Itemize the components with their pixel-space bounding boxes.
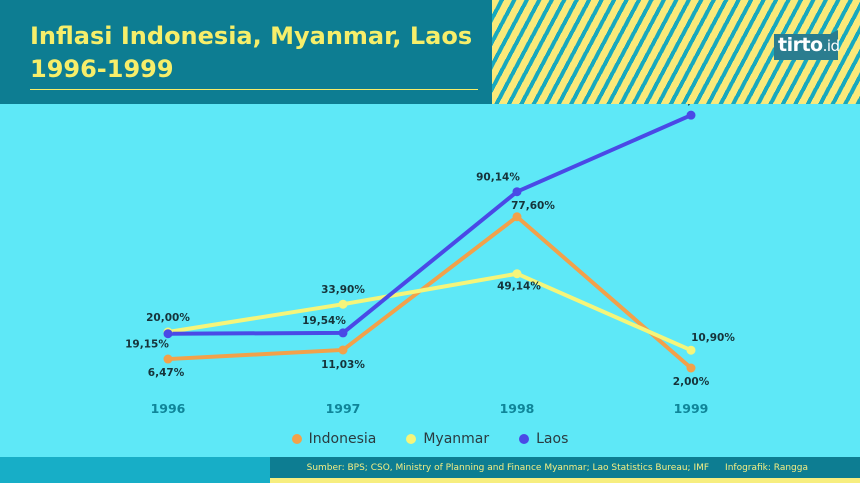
legend-label-laos: Laos (536, 431, 569, 447)
series-line-indonesia (166, 214, 693, 370)
footer-accent (270, 478, 860, 483)
data-point-laos-1998 (512, 187, 522, 197)
x-tick-label: 1997 (326, 401, 361, 416)
data-label-laos-1996: 19,15% (125, 339, 169, 351)
legend-item-indonesia: Indonesia (291, 431, 377, 447)
legend-swatch-indonesia (291, 434, 302, 444)
line-chart: 6,47% 11,03% 77,60% 2,00% 20,00% 33,90% 49,14%… (125, 104, 735, 416)
x-tick-label: 1996 (151, 401, 186, 416)
legend-label-indonesia: Indonesia (308, 431, 377, 447)
legend-item-myanmar: Myanmar (406, 431, 489, 447)
data-label-indonesia-1996: 6,47% (148, 367, 185, 379)
tirto-logo: tirto.id (770, 30, 846, 64)
data-label-myanmar-1997: 33,90% (321, 284, 365, 296)
legend-item-laos: Laos (519, 431, 568, 447)
data-point-laos-1997 (338, 328, 348, 338)
title-underline (30, 89, 478, 90)
data-label-myanmar-1998: 49,14% (497, 281, 541, 293)
data-label-indonesia-1998: 77,60% (511, 200, 555, 212)
chart-title: Inflasi Indonesia, Myanmar, Laos 1996-19… (30, 20, 480, 86)
data-point-myanmar-1998 (512, 269, 522, 279)
title-line-1: Inflasi Indonesia, Myanmar, Laos (30, 22, 473, 50)
data-point-indonesia-1999 (686, 363, 696, 373)
data-label-myanmar-1996: 20,00% (146, 312, 190, 324)
data-point-laos-1999 (686, 110, 696, 120)
series-line-myanmar (166, 271, 693, 353)
data-label-laos-1998: 90,14% (476, 172, 520, 184)
data-point-myanmar-1997 (338, 299, 348, 309)
data-label-laos-1997: 19,54% (302, 315, 346, 327)
data-label-indonesia-1999: 2,00% (673, 376, 710, 388)
series-line-laos (166, 113, 693, 336)
data-point-indonesia-1997 (338, 345, 348, 355)
data-point-laos-1996 (163, 329, 173, 339)
legend: Indonesia Myanmar Laos (0, 428, 860, 450)
logo-text: tirto.id (778, 34, 840, 56)
title-line-2: 1996-1999 (30, 55, 174, 83)
legend-swatch-myanmar (406, 434, 417, 444)
data-point-myanmar-1999 (686, 345, 696, 355)
data-label-indonesia-1997: 11,03% (321, 359, 365, 371)
legend-label-myanmar: Myanmar (423, 431, 490, 447)
credit-text: Infografik: Rangga (725, 462, 808, 473)
data-point-indonesia-1996 (163, 354, 173, 364)
logo-badge-shape (774, 30, 838, 60)
x-tick-label: 1999 (674, 401, 709, 416)
legend-swatch-laos (519, 434, 530, 444)
x-tick-label: 1998 (500, 401, 535, 416)
data-point-indonesia-1998 (512, 212, 522, 222)
footer-source-bar: Sumber: BPS; CSO, Ministry of Planning a… (270, 457, 860, 478)
source-text: Sumber: BPS; CSO, Ministry of Planning a… (306, 462, 710, 473)
data-label-myanmar-1999: 10,90% (691, 332, 735, 344)
data-label-laos-1999: 128,41% (665, 104, 717, 107)
